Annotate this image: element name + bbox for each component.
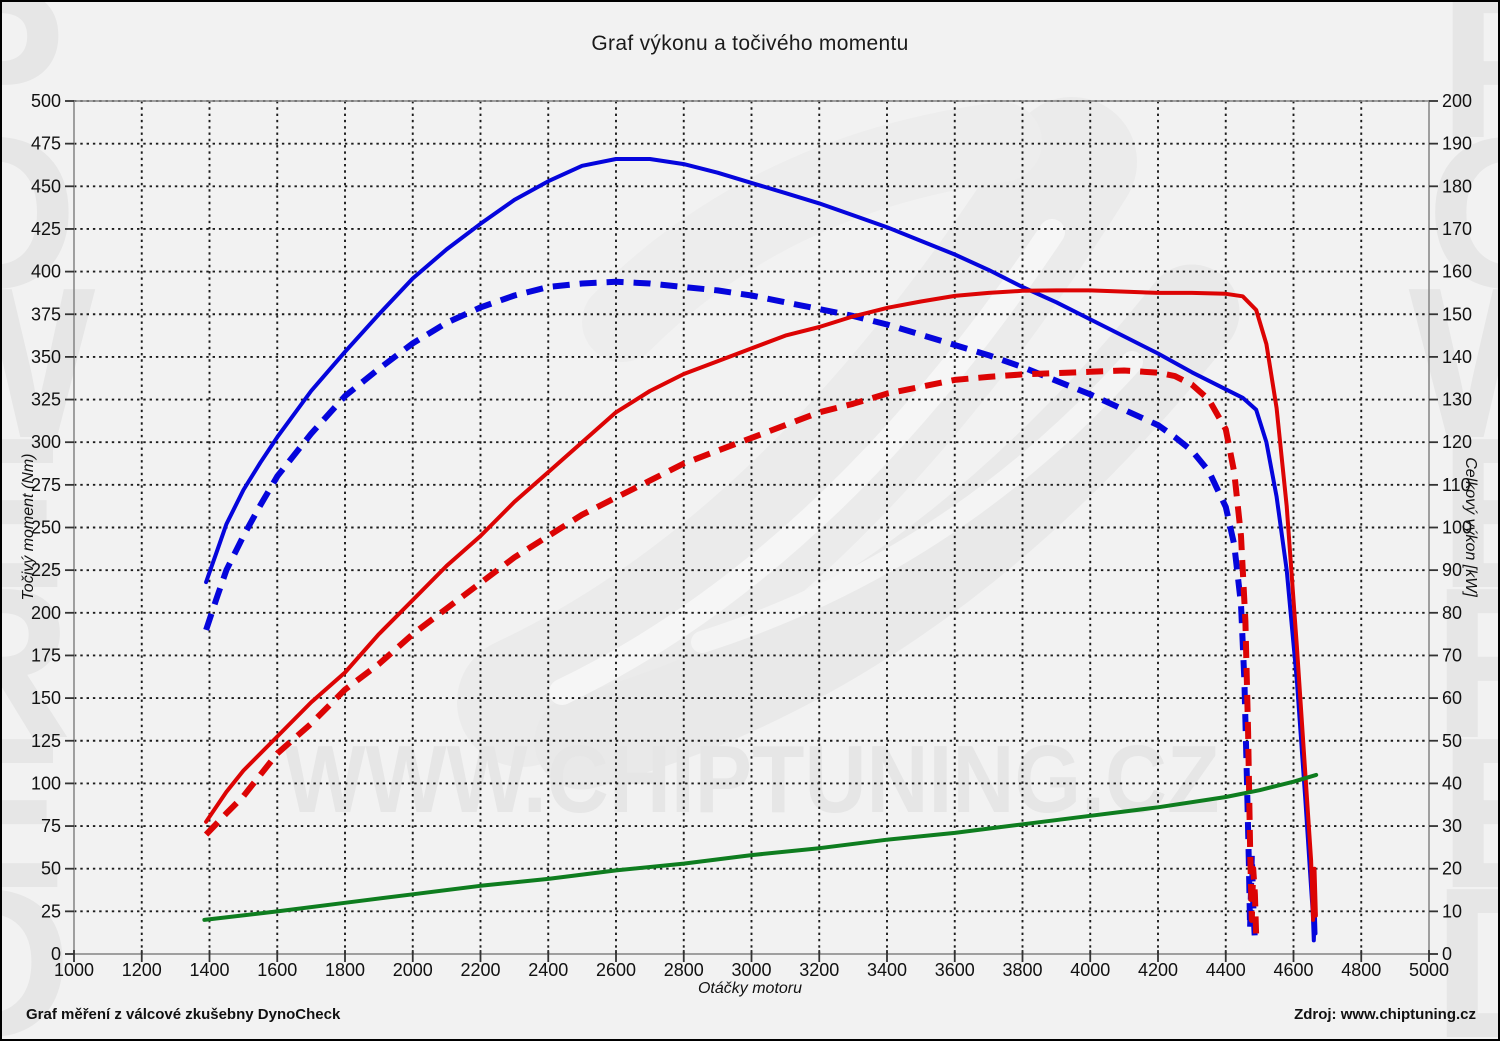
- right-axis-label: Celkový výkon [kW]: [1462, 457, 1479, 597]
- svg-text:325: 325: [31, 390, 61, 410]
- footer-source: Zdroj: www.chiptuning.cz: [1294, 1006, 1476, 1023]
- svg-text:4200: 4200: [1138, 960, 1178, 980]
- svg-text:P: P: [1438, 2, 1500, 183]
- svg-text:2600: 2600: [596, 960, 636, 980]
- svg-text:160: 160: [1442, 262, 1472, 282]
- svg-text:4400: 4400: [1206, 960, 1246, 980]
- svg-text:5000: 5000: [1409, 960, 1449, 980]
- svg-text:0: 0: [1442, 944, 1452, 964]
- svg-text:150: 150: [1442, 304, 1472, 324]
- svg-text:500: 500: [31, 91, 61, 111]
- watermark-side-left: POWERED: [2, 2, 96, 1041]
- axis-tick-labels: 1000 1200 1400 1600 1800 2000 2200 2400 2600 2800…: [31, 91, 1472, 980]
- svg-text:D: D: [1432, 842, 1500, 1041]
- svg-text:2400: 2400: [528, 960, 568, 980]
- x-axis-label: Otáčky motoru: [697, 980, 803, 997]
- series-torque-tuned: [204, 157, 1318, 943]
- svg-text:30: 30: [1442, 816, 1462, 836]
- chart-title: Graf výkonu a točivého momentu: [591, 32, 909, 55]
- svg-text:475: 475: [31, 134, 61, 154]
- svg-text:225: 225: [31, 560, 61, 580]
- svg-text:275: 275: [31, 475, 61, 495]
- svg-text:P: P: [2, 2, 66, 183]
- svg-text:3000: 3000: [731, 960, 771, 980]
- svg-text:400: 400: [31, 262, 61, 282]
- svg-text:130: 130: [1442, 390, 1472, 410]
- svg-text:4000: 4000: [1070, 960, 1110, 980]
- watermark-side-right: POWERED: [1409, 2, 1500, 1041]
- svg-text:D: D: [2, 842, 72, 1041]
- svg-text:200: 200: [31, 603, 61, 623]
- svg-text:120: 120: [1442, 432, 1472, 452]
- svg-text:190: 190: [1442, 134, 1472, 154]
- svg-text:170: 170: [1442, 219, 1472, 239]
- svg-text:20: 20: [1442, 859, 1462, 879]
- series-power-tuned: [204, 288, 1318, 922]
- svg-text:90: 90: [1442, 560, 1462, 580]
- svg-text:E: E: [1438, 692, 1500, 933]
- svg-text:O: O: [1426, 92, 1500, 333]
- svg-text:0: 0: [51, 944, 61, 964]
- svg-text:100: 100: [31, 773, 61, 793]
- svg-text:3200: 3200: [799, 960, 839, 980]
- svg-text:25: 25: [41, 901, 61, 921]
- svg-text:1600: 1600: [257, 960, 297, 980]
- svg-text:2200: 2200: [460, 960, 500, 980]
- left-axis-label: Točivý moment (Nm): [20, 453, 37, 601]
- svg-text:E: E: [2, 692, 66, 933]
- series-layer: [202, 157, 1319, 943]
- svg-text:4600: 4600: [1273, 960, 1313, 980]
- svg-text:450: 450: [31, 176, 61, 196]
- svg-text:350: 350: [31, 347, 61, 367]
- svg-text:125: 125: [31, 731, 61, 751]
- svg-text:O: O: [2, 92, 78, 333]
- svg-text:375: 375: [31, 304, 61, 324]
- svg-text:250: 250: [31, 518, 61, 538]
- svg-text:80: 80: [1442, 603, 1462, 623]
- svg-text:10: 10: [1442, 901, 1462, 921]
- axis-ticks: [65, 100, 1438, 962]
- svg-text:50: 50: [1442, 731, 1462, 751]
- svg-text:3600: 3600: [935, 960, 975, 980]
- svg-text:150: 150: [31, 688, 61, 708]
- svg-text:70: 70: [1442, 645, 1462, 665]
- svg-text:200: 200: [1442, 91, 1472, 111]
- svg-text:2000: 2000: [393, 960, 433, 980]
- svg-text:100: 100: [1442, 518, 1472, 538]
- svg-text:R: R: [1432, 542, 1500, 783]
- series-loss-curve: [202, 772, 1319, 922]
- svg-text:180: 180: [1442, 176, 1472, 196]
- svg-text:110: 110: [1442, 475, 1471, 495]
- svg-text:1000: 1000: [54, 960, 94, 980]
- footer-measurement-note: Graf měření z válcové zkušebny DynoCheck: [26, 1006, 341, 1023]
- svg-text:4800: 4800: [1341, 960, 1381, 980]
- svg-text:R: R: [2, 542, 72, 783]
- series-power-original: [203, 367, 1260, 937]
- svg-text:300: 300: [31, 432, 61, 452]
- svg-text:175: 175: [31, 645, 61, 665]
- svg-text:75: 75: [41, 816, 61, 836]
- svg-text:2800: 2800: [664, 960, 704, 980]
- svg-text:3800: 3800: [1002, 960, 1042, 980]
- svg-text:60: 60: [1442, 688, 1462, 708]
- svg-text:50: 50: [41, 859, 61, 879]
- svg-text:1200: 1200: [122, 960, 162, 980]
- svg-text:40: 40: [1442, 773, 1462, 793]
- svg-text:E: E: [2, 392, 66, 633]
- svg-text:140: 140: [1442, 347, 1472, 367]
- svg-text:1800: 1800: [325, 960, 365, 980]
- svg-text:E: E: [1438, 392, 1500, 633]
- svg-text:3400: 3400: [867, 960, 907, 980]
- svg-text:1400: 1400: [189, 960, 229, 980]
- svg-text:W: W: [2, 242, 96, 483]
- svg-text:425: 425: [31, 219, 61, 239]
